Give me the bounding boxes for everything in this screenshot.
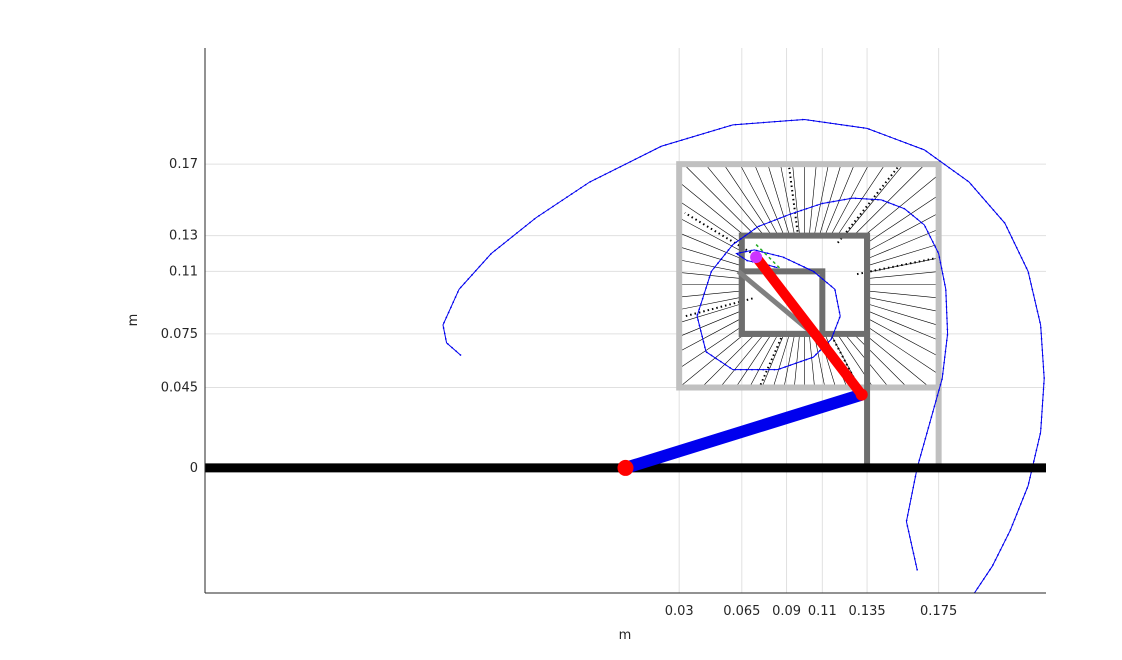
boundary-hatch-lines xyxy=(678,163,939,388)
x-axis-label: m xyxy=(619,628,632,643)
hatch-line-40 xyxy=(701,333,756,388)
y-axis-label: m xyxy=(126,314,141,327)
hatch-line-18 xyxy=(780,164,795,236)
dotted-guide-2 xyxy=(788,167,799,232)
hatch-line-17 xyxy=(792,164,800,236)
hatch-line-39 xyxy=(678,333,745,388)
hatch-line-37 xyxy=(679,317,742,352)
y-tick-label-3: 0.11 xyxy=(169,264,198,279)
hatch-line-34 xyxy=(679,296,742,310)
outer-boundary-rect xyxy=(676,161,942,391)
hatch-line-25 xyxy=(678,181,745,236)
x-tick-label-2: 0.09 xyxy=(772,604,801,619)
hatch-line-12 xyxy=(824,164,855,236)
hatch-line-42 xyxy=(735,333,772,388)
hatch-line-1 xyxy=(867,271,939,279)
hatch-line-28 xyxy=(679,232,742,260)
inner-spiral-line xyxy=(696,197,949,570)
x-tick-label-5: 0.175 xyxy=(920,604,957,619)
hatch-line-14 xyxy=(813,164,829,236)
hatch-line-36 xyxy=(679,310,742,337)
grid-lines xyxy=(205,48,1046,593)
hatch-line-49 xyxy=(808,333,815,388)
manipulator-links xyxy=(205,244,1046,476)
hatch-line-30 xyxy=(679,259,742,273)
hatch-line-47 xyxy=(794,333,800,388)
hatch-line-46 xyxy=(783,333,795,388)
hatch-line-29 xyxy=(679,246,742,267)
inner-boundary xyxy=(738,232,871,468)
hatch-line-21 xyxy=(739,164,779,236)
x-tick-label-1: 0.065 xyxy=(723,604,760,619)
x-axis-ticks: 0.03 0.065 0.09 0.11 0.135 0.175 xyxy=(665,604,958,619)
hatch-line-33 xyxy=(679,290,742,298)
inner-spiral-trajectory xyxy=(696,197,949,571)
inner-square xyxy=(738,268,826,337)
x-tick-label-3: 0.11 xyxy=(808,604,837,619)
hatch-line-44 xyxy=(761,333,785,388)
base-joint xyxy=(617,459,634,476)
x-tick-label-0: 0.03 xyxy=(665,604,694,619)
hatch-line-58 xyxy=(866,326,939,375)
link-1 xyxy=(623,388,864,474)
hatch-line-8 xyxy=(853,163,926,236)
outer-spiral-dots xyxy=(442,118,1046,593)
outer-boundary xyxy=(676,161,942,468)
hatch-line-4 xyxy=(866,228,939,260)
hatch-line-41 xyxy=(719,333,765,388)
y-axis-ticks: 0 0.045 0.075 0.11 0.13 0.17 xyxy=(161,157,198,476)
dotted-guide-4 xyxy=(683,297,753,318)
hatch-line-19 xyxy=(767,164,790,236)
hatch-line-57 xyxy=(864,333,930,388)
hatch-line-24 xyxy=(683,163,756,236)
hatch-line-22 xyxy=(723,163,772,236)
plot-area xyxy=(205,118,1046,593)
hatch-line-45 xyxy=(772,333,790,388)
hatch-line-3 xyxy=(866,243,939,267)
y-tick-label-1: 0.045 xyxy=(161,381,198,396)
hatch-line-11 xyxy=(830,164,870,236)
hatch-line-10 xyxy=(837,163,886,236)
axes-frame xyxy=(204,48,1046,594)
elbow-joint xyxy=(855,388,868,401)
hatch-line-63 xyxy=(867,290,939,299)
link-2 xyxy=(751,252,867,400)
hatch-line-56 xyxy=(853,333,908,388)
dotted-guide-1 xyxy=(837,163,901,244)
y-tick-label-0: 0 xyxy=(190,461,198,476)
hatch-line-6 xyxy=(866,194,939,244)
hatch-line-2 xyxy=(867,257,939,273)
outer-spiral-trajectory xyxy=(442,118,1046,593)
hatch-line-23 xyxy=(705,163,765,236)
dotted-guide-5 xyxy=(759,333,784,387)
hatch-line-20 xyxy=(754,164,785,236)
hatch-line-43 xyxy=(749,333,779,388)
hatch-line-60 xyxy=(866,310,939,341)
dotted-guide-3 xyxy=(684,212,759,258)
y-tick-label-4: 0.13 xyxy=(169,229,198,244)
y-tick-label-2: 0.075 xyxy=(161,327,198,342)
hatch-line-15 xyxy=(808,164,817,236)
hatch-line-62 xyxy=(867,296,939,312)
x-tick-label-4: 0.135 xyxy=(848,604,885,619)
hatch-line-35 xyxy=(679,303,742,323)
hatch-line-61 xyxy=(866,303,939,326)
outer-spiral-line xyxy=(442,118,1045,593)
dotted-guide-6 xyxy=(828,331,858,384)
y-tick-label-5: 0.17 xyxy=(169,157,198,172)
hatch-line-59 xyxy=(866,317,939,357)
hatch-line-26 xyxy=(679,200,742,244)
hatch-line-7 xyxy=(864,174,939,236)
hatch-line-38 xyxy=(679,326,742,369)
hatch-line-13 xyxy=(819,164,842,236)
end-effector xyxy=(750,251,763,264)
hatch-line-5 xyxy=(866,212,939,252)
